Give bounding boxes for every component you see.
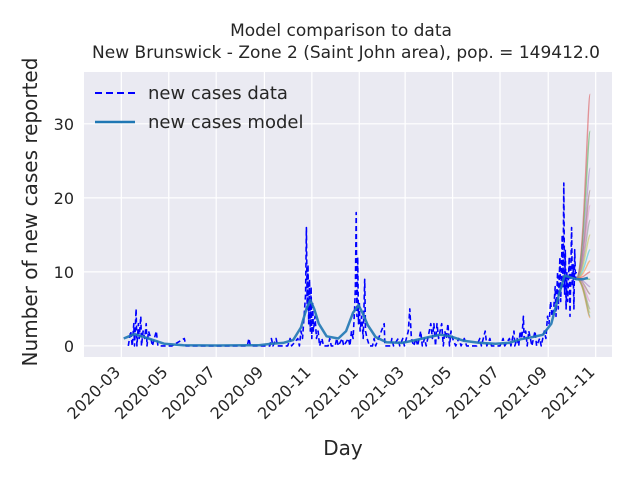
model-sample-line xyxy=(575,248,591,280)
y-tick-label: 30 xyxy=(54,115,74,134)
model-sample-line xyxy=(576,260,591,280)
y-tick-label: 0 xyxy=(64,337,74,356)
y-axis-label: Number of new cases reported xyxy=(18,58,42,367)
y-tick-label: 20 xyxy=(54,189,74,208)
series-new-cases-model xyxy=(123,274,589,347)
y-tick-label: 10 xyxy=(54,263,74,282)
model-sample-line xyxy=(575,234,591,280)
grid xyxy=(84,72,612,357)
model-sample-line xyxy=(575,204,591,280)
model-sample-line xyxy=(575,219,591,280)
series-layer xyxy=(123,93,591,347)
legend-label-model: new cases model xyxy=(148,112,303,133)
model-sample-line xyxy=(575,93,591,280)
x-axis-label: Day xyxy=(323,436,363,460)
plot-area xyxy=(84,72,612,357)
chart-subtitle: New Brunswick - Zone 2 (Saint John area)… xyxy=(92,43,600,63)
legend-label-data: new cases data xyxy=(148,83,288,104)
model-sample-line xyxy=(575,189,591,280)
model-sample-line xyxy=(575,130,591,280)
legend: new cases data new cases model xyxy=(95,83,303,133)
chart-title: Model comparison to data xyxy=(230,21,452,41)
model-sample-line xyxy=(575,167,591,280)
